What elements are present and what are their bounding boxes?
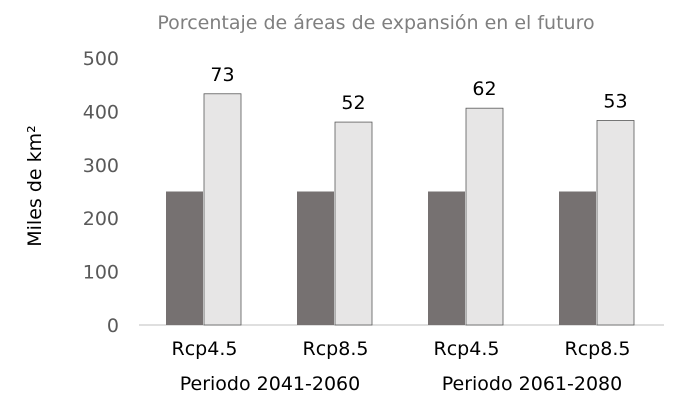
bar-futuro <box>334 121 373 326</box>
category-label: Rcp8.5 <box>303 338 369 360</box>
y-tick-label: 300 <box>83 155 119 177</box>
bar-base <box>428 191 465 325</box>
y-tick-label: 200 <box>83 208 119 230</box>
bar-base <box>166 191 203 325</box>
y-axis-label: Miles de km² <box>24 125 46 247</box>
y-tick-label: 500 <box>83 48 119 70</box>
bar-base <box>559 191 596 325</box>
y-tick-label: 100 <box>83 262 119 284</box>
chart-title: Porcentaje de áreas de expansión en el f… <box>157 12 594 34</box>
group-labels: Periodo 2041-2060 Periodo 2061-2080 <box>180 373 622 395</box>
y-tick-label: 0 <box>107 315 119 337</box>
group-label: Periodo 2041-2060 <box>180 373 360 395</box>
bar-base <box>297 191 334 325</box>
y-axis-ticks: 0 100 200 300 400 500 <box>83 48 119 337</box>
data-label: 53 <box>603 90 627 112</box>
y-tick-label: 400 <box>83 101 119 123</box>
data-label: 73 <box>210 64 234 86</box>
category-label: Rcp4.5 <box>172 338 238 360</box>
group-label: Periodo 2061-2080 <box>442 373 622 395</box>
category-label: Rcp4.5 <box>434 338 500 360</box>
bar-futuro <box>465 107 504 326</box>
bars <box>166 93 635 326</box>
data-labels: 73 52 62 53 <box>210 64 627 114</box>
bar-futuro <box>596 120 635 326</box>
data-label: 62 <box>472 78 496 100</box>
bar-futuro <box>203 93 242 326</box>
category-labels: Rcp4.5 Rcp8.5 Rcp4.5 Rcp8.5 <box>172 338 631 360</box>
data-label: 52 <box>341 92 365 114</box>
category-label: Rcp8.5 <box>565 338 631 360</box>
